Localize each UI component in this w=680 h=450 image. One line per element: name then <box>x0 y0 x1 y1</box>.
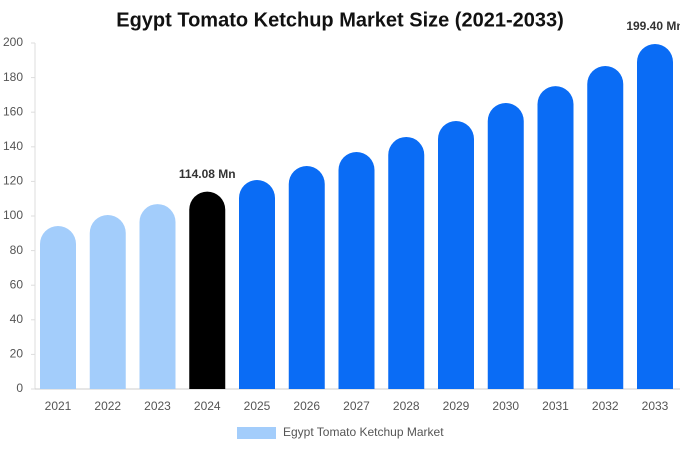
y-tick-label: 160 <box>3 104 23 118</box>
bar <box>388 136 425 389</box>
value-label: 114.08 Mn <box>179 167 236 181</box>
bar <box>189 191 226 389</box>
x-tick-label: 2033 <box>642 399 669 413</box>
x-tick-label: 2030 <box>492 399 519 413</box>
bar <box>537 86 574 390</box>
legend-swatch <box>237 427 276 439</box>
legend-label: Egypt Tomato Ketchup Market <box>283 425 444 439</box>
y-tick-label: 0 <box>16 381 23 395</box>
x-tick-label: 2022 <box>94 399 121 413</box>
y-tick-label: 100 <box>3 208 23 222</box>
y-tick-label: 80 <box>10 243 24 257</box>
x-tick-label: 2026 <box>293 399 320 413</box>
value-label: 199.40 Mn <box>626 19 680 33</box>
x-tick-label: 2023 <box>144 399 171 413</box>
y-tick-label: 40 <box>10 312 24 326</box>
x-tick-label: 2032 <box>592 399 619 413</box>
y-tick-label: 140 <box>3 139 23 153</box>
chart-title: Egypt Tomato Ketchup Market Size (2021-2… <box>116 9 564 31</box>
bar <box>637 44 673 390</box>
y-tick-label: 20 <box>10 347 24 361</box>
bar <box>587 66 624 389</box>
x-tick-label: 2021 <box>45 399 72 413</box>
x-tick-label: 2027 <box>343 399 370 413</box>
bar <box>89 214 126 389</box>
bar <box>438 121 474 389</box>
y-tick-label: 60 <box>10 277 24 291</box>
x-tick-label: 2028 <box>393 399 420 413</box>
x-tick-label: 2024 <box>194 399 221 413</box>
y-tick-label: 200 <box>3 35 23 49</box>
x-tick-label: 2025 <box>244 399 271 413</box>
bar <box>239 180 275 389</box>
bar <box>40 226 76 389</box>
x-tick-label: 2031 <box>542 399 569 413</box>
y-tick-label: 180 <box>3 70 23 84</box>
bar <box>139 204 176 389</box>
y-tick-label: 120 <box>3 174 23 188</box>
bar <box>338 151 375 389</box>
x-tick-label: 2029 <box>443 399 470 413</box>
bar <box>487 103 524 389</box>
bar <box>288 166 325 389</box>
